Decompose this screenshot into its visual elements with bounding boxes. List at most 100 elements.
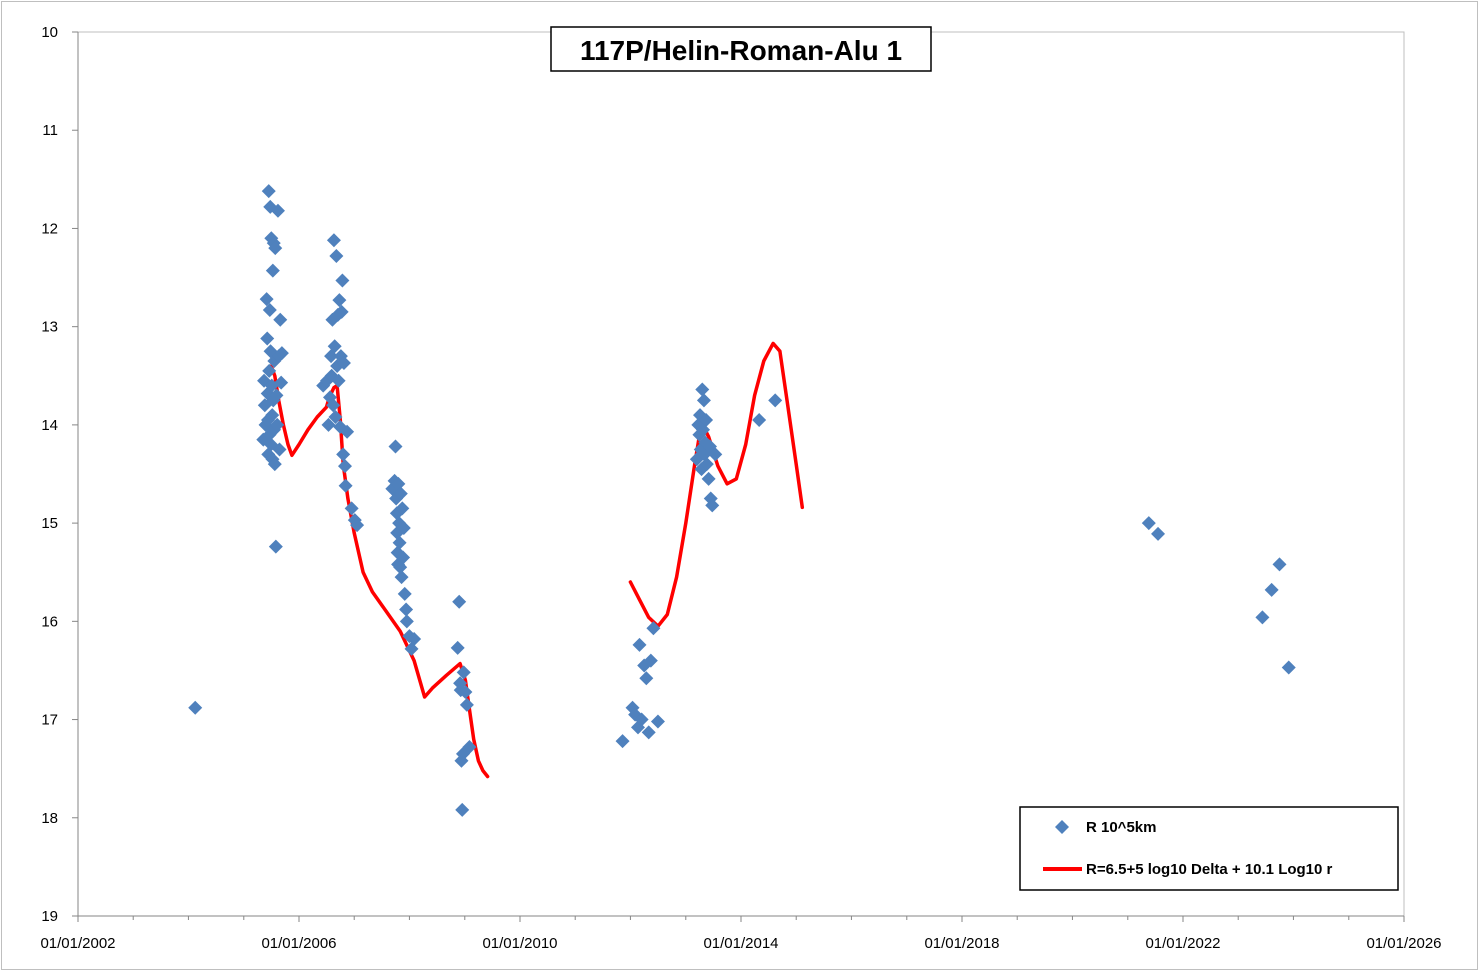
data-point bbox=[396, 550, 411, 565]
data-point bbox=[274, 375, 289, 390]
data-point bbox=[643, 653, 658, 668]
data-point bbox=[326, 398, 341, 413]
data-point bbox=[269, 388, 284, 403]
data-point bbox=[459, 697, 474, 712]
x-tick-label: 01/01/2014 bbox=[703, 935, 778, 952]
data-point bbox=[1264, 582, 1279, 597]
x-tick-label: 01/01/2010 bbox=[482, 935, 557, 952]
data-point bbox=[701, 471, 716, 486]
data-point bbox=[327, 339, 342, 354]
y-tick-label: 18 bbox=[41, 810, 58, 827]
data-point bbox=[332, 293, 347, 308]
data-point bbox=[615, 734, 630, 749]
legend-label-model: R=6.5+5 log10 Delta + 10.1 Log10 r bbox=[1086, 861, 1333, 878]
data-point bbox=[705, 498, 720, 513]
data-point bbox=[273, 312, 288, 327]
data-point bbox=[331, 373, 346, 388]
data-point bbox=[272, 442, 287, 457]
y-tick-label: 12 bbox=[41, 220, 58, 237]
data-point bbox=[270, 417, 285, 432]
data-point bbox=[699, 457, 714, 472]
data-point bbox=[265, 263, 280, 278]
data-point bbox=[1151, 526, 1166, 541]
data-point bbox=[265, 408, 280, 423]
data-point bbox=[632, 637, 647, 652]
data-point bbox=[262, 302, 277, 317]
data-point bbox=[634, 712, 649, 727]
data-point bbox=[641, 725, 656, 740]
legend: R 10^5km R=6.5+5 log10 Delta + 10.1 Log1… bbox=[1019, 806, 1399, 891]
data-point bbox=[462, 740, 477, 755]
data-point bbox=[407, 632, 422, 647]
data-point bbox=[1255, 610, 1270, 625]
data-point bbox=[708, 447, 723, 462]
data-point bbox=[261, 184, 276, 199]
data-point bbox=[344, 501, 359, 516]
model-curve-segment bbox=[628, 341, 805, 628]
data-point bbox=[393, 486, 408, 501]
title-box: 117P/Helin-Roman-Alu 1 bbox=[550, 26, 932, 72]
data-point bbox=[259, 292, 274, 307]
data-point bbox=[260, 331, 275, 346]
data-point bbox=[270, 203, 285, 218]
data-point bbox=[328, 410, 343, 425]
data-point bbox=[1272, 557, 1287, 572]
data-point bbox=[646, 621, 661, 636]
observation-points-layer bbox=[188, 184, 1296, 817]
data-point bbox=[394, 570, 409, 585]
data-point bbox=[274, 346, 289, 361]
x-tick-label: 01/01/2006 bbox=[261, 935, 336, 952]
data-point bbox=[337, 459, 352, 474]
data-point bbox=[395, 501, 410, 516]
data-point bbox=[1141, 516, 1156, 531]
data-point bbox=[268, 539, 283, 554]
data-point bbox=[388, 439, 403, 454]
data-point bbox=[262, 363, 277, 378]
data-point bbox=[334, 304, 349, 319]
y-tick-label: 14 bbox=[41, 417, 58, 434]
data-point bbox=[455, 802, 470, 817]
data-point bbox=[336, 447, 351, 462]
data-point bbox=[404, 641, 419, 656]
data-point bbox=[326, 233, 341, 248]
legend-marker-diamond bbox=[1055, 820, 1069, 834]
chart-title: 117P/Helin-Roman-Alu 1 bbox=[580, 35, 902, 66]
data-point bbox=[267, 457, 282, 472]
data-point bbox=[338, 478, 353, 493]
y-tick-label: 10 bbox=[41, 24, 58, 41]
x-tick-label: 01/01/2002 bbox=[40, 935, 115, 952]
data-point bbox=[350, 518, 365, 533]
data-point bbox=[639, 671, 654, 686]
data-point bbox=[399, 602, 414, 617]
y-tick-label: 13 bbox=[41, 319, 58, 336]
data-point bbox=[329, 248, 344, 263]
y-axis: 10 11 12 13 14 15 16 17 18 19 bbox=[41, 24, 79, 925]
data-point bbox=[392, 535, 407, 550]
y-tick-label: 17 bbox=[41, 712, 58, 729]
y-tick-label: 11 bbox=[42, 122, 58, 139]
data-point bbox=[450, 640, 465, 655]
data-point bbox=[458, 685, 473, 700]
data-point bbox=[452, 594, 467, 609]
y-tick-label: 15 bbox=[41, 515, 58, 532]
data-point bbox=[391, 476, 406, 491]
data-point bbox=[752, 412, 767, 427]
x-axis: 01/01/2002 01/01/2006 01/01/2010 01/01/2014… bbox=[40, 915, 1442, 952]
data-point bbox=[456, 665, 471, 680]
data-point bbox=[336, 356, 351, 371]
data-point bbox=[340, 424, 355, 439]
data-point bbox=[696, 393, 711, 408]
x-tick-label: 01/01/2018 bbox=[924, 935, 999, 952]
legend-box bbox=[1019, 806, 1399, 891]
data-point bbox=[335, 273, 350, 288]
data-point bbox=[188, 700, 203, 715]
x-tick-label: 01/01/2022 bbox=[1145, 935, 1220, 952]
data-point bbox=[695, 382, 710, 397]
legend-label-observations: R 10^5km bbox=[1086, 819, 1156, 836]
x-tick-label: 01/01/2026 bbox=[1366, 935, 1441, 952]
y-tick-label: 19 bbox=[41, 908, 58, 925]
data-point bbox=[650, 714, 665, 729]
data-point bbox=[699, 412, 714, 427]
